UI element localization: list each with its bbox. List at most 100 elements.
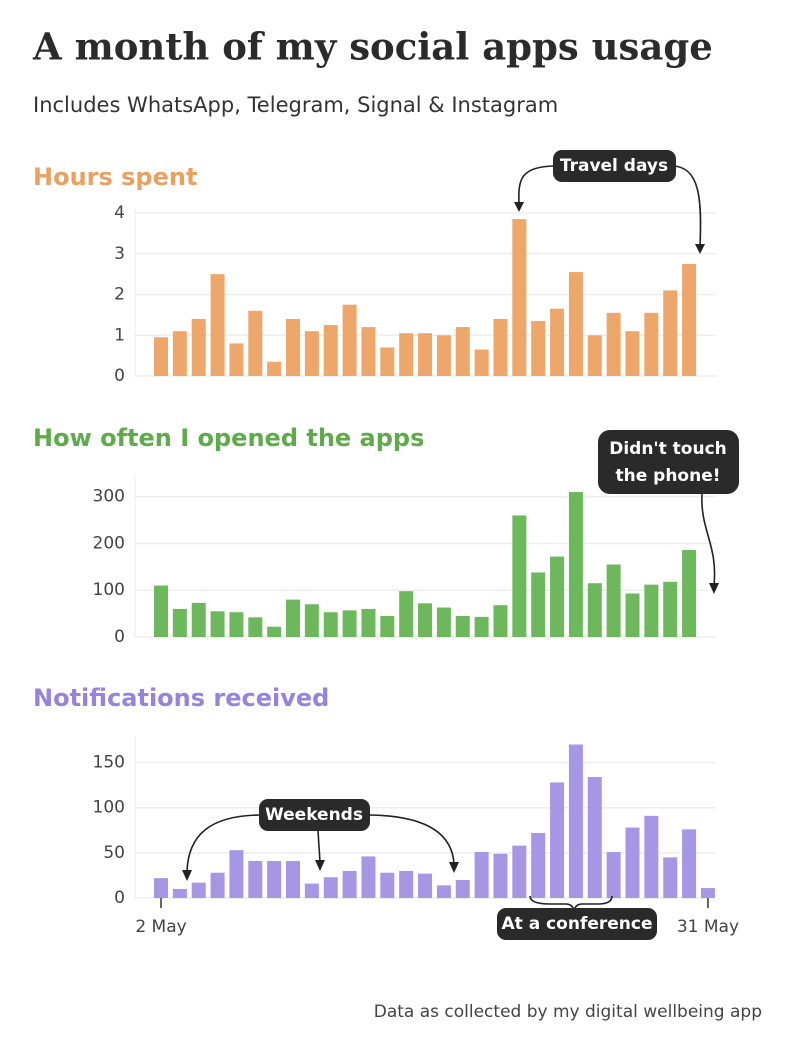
bar (380, 615, 395, 637)
bar (493, 605, 508, 637)
bar (361, 327, 376, 376)
bar (229, 850, 244, 898)
bar (380, 872, 395, 898)
bar (210, 274, 225, 376)
bar (418, 603, 433, 637)
bar (644, 312, 659, 376)
y-tick-label: 50 (103, 843, 125, 863)
arrow (186, 814, 263, 873)
bar (399, 333, 414, 376)
bar (625, 827, 640, 898)
bar (304, 604, 319, 637)
bar (512, 219, 527, 376)
arrow (317, 830, 321, 863)
bar (172, 331, 187, 376)
bar (531, 320, 546, 376)
subtitle: Includes WhatsApp, Telegram, Signal & In… (33, 93, 558, 117)
bar (644, 815, 659, 898)
bar (663, 290, 678, 376)
y-tick-label: 1 (114, 325, 125, 345)
annotation-box (553, 150, 676, 182)
bar (644, 584, 659, 637)
bar (154, 585, 168, 637)
bar (474, 616, 489, 637)
bar (191, 602, 206, 637)
arrow (671, 165, 702, 247)
bar (323, 877, 338, 898)
annotation-text: Didn't touch (609, 439, 727, 459)
annotation-text: At a conference (502, 914, 653, 934)
bar (568, 272, 583, 376)
bar (229, 612, 244, 637)
arrow (365, 814, 455, 865)
bar (474, 349, 489, 376)
bar (248, 310, 263, 376)
annotation-box (259, 799, 370, 831)
annotation: Didn't touch the phone! (598, 430, 739, 594)
bar (154, 337, 168, 376)
bar (286, 318, 301, 376)
bar (474, 851, 489, 898)
bar (210, 872, 225, 898)
annotation-box (497, 908, 657, 940)
bar (248, 860, 263, 898)
panel-title: How often I opened the apps (33, 424, 424, 452)
bar (286, 860, 301, 898)
bar (587, 777, 602, 898)
bar (606, 851, 621, 898)
bar (191, 318, 206, 376)
bar (248, 617, 263, 637)
y-tick-label: 0 (114, 888, 125, 908)
panel-title: Hours spent (33, 163, 197, 191)
y-tick-label: 100 (93, 798, 125, 818)
y-tick-label: 300 (93, 487, 125, 507)
bar (700, 888, 715, 898)
bar (172, 608, 187, 637)
y-tick-label: 4 (114, 203, 125, 223)
bar (267, 626, 282, 637)
bar (342, 304, 357, 376)
bar (172, 888, 187, 898)
bar (493, 318, 508, 376)
panel-title: Notifications received (33, 684, 329, 712)
bar (455, 615, 470, 637)
arrow-head (695, 244, 705, 254)
bar (361, 608, 376, 637)
annotation: At a conference (497, 895, 657, 940)
bar (418, 873, 433, 898)
bar (229, 343, 244, 376)
bar (568, 744, 583, 898)
x-tick-label: 2 May (135, 917, 186, 937)
bar (286, 599, 301, 637)
bar (625, 331, 640, 376)
bar (436, 607, 451, 637)
bar (436, 335, 451, 376)
page-title: A month of my social apps usage (32, 25, 713, 69)
annotation: Weekends (182, 799, 459, 881)
bar (361, 856, 376, 898)
bar (399, 591, 414, 637)
bar (625, 593, 640, 637)
y-tick-label: 150 (93, 753, 125, 773)
bar (682, 263, 697, 376)
bar (342, 610, 357, 637)
bar (550, 556, 565, 637)
arrow-head (449, 862, 459, 873)
annotation-box (598, 430, 739, 494)
bar (323, 612, 338, 637)
bar (512, 845, 527, 898)
bar (436, 885, 451, 898)
y-tick-label: 2 (114, 285, 125, 305)
bar (455, 327, 470, 376)
arrow-head (182, 870, 192, 881)
bar (380, 347, 395, 376)
bar (531, 832, 546, 898)
bar (418, 333, 433, 376)
arrow-head (709, 583, 719, 594)
bar (606, 312, 621, 376)
bar (323, 325, 338, 376)
source: Data as collected by my digital wellbein… (374, 1002, 762, 1022)
arrow (518, 165, 557, 205)
bar (682, 550, 697, 637)
y-tick-label: 3 (114, 244, 125, 264)
